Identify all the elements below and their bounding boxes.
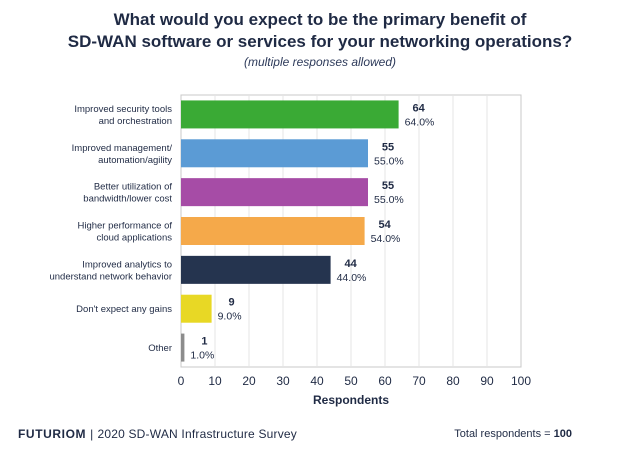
category-label: cloud applications — [96, 233, 172, 244]
futuriom-logo: FUTURIOM — [18, 427, 87, 441]
percent-label: 9.0% — [218, 311, 242, 323]
percent-label: 64.0% — [405, 116, 435, 128]
value-label: 9 — [229, 297, 235, 309]
x-tick-label: 90 — [480, 374, 494, 388]
value-label: 54 — [378, 219, 391, 231]
bar — [181, 294, 212, 323]
category-label: Higher performance of — [77, 221, 172, 232]
chart-title-line-2: SD-WAN software or services for your net… — [67, 32, 573, 51]
bar — [181, 139, 368, 168]
bar — [181, 217, 365, 245]
category-label: Other — [148, 343, 172, 354]
value-label: 1 — [201, 336, 207, 348]
value-label: 55 — [382, 141, 394, 153]
x-axis-label: Respondents — [313, 393, 389, 407]
x-tick-label: 10 — [208, 374, 222, 388]
category-label: and orchestration — [99, 116, 172, 127]
total-respondents: Total respondents = 100 — [454, 428, 572, 440]
total-respondents-label: Total respondents = — [454, 428, 554, 440]
percent-label: 44.0% — [337, 272, 367, 284]
bar — [181, 333, 185, 362]
x-tick-label: 100 — [511, 374, 531, 388]
percent-label: 55.0% — [374, 155, 404, 167]
chart-subtitle: (multiple responses allowed) — [243, 55, 397, 69]
x-tick-label: 80 — [446, 374, 460, 388]
x-tick-label: 60 — [378, 374, 392, 388]
percent-label: 55.0% — [374, 194, 404, 206]
chart-title-line-1: What would you expect to be the primary … — [113, 10, 527, 29]
x-tick-label: 30 — [276, 374, 290, 388]
value-label: 44 — [344, 258, 357, 270]
percent-label: 1.0% — [190, 350, 214, 362]
survey-name: 2020 SD-WAN Infrastructure Survey — [97, 427, 298, 441]
category-label: automation/agility — [98, 155, 172, 166]
x-tick-label: 50 — [344, 374, 358, 388]
bar — [181, 178, 368, 207]
category-label: Improved security tools — [74, 104, 172, 115]
bar — [181, 255, 331, 284]
bar — [181, 100, 399, 129]
category-label: understand network behavior — [49, 271, 172, 282]
footer-separator: | — [90, 427, 94, 441]
category-label: Improved management/ — [72, 143, 173, 154]
value-label: 64 — [412, 102, 425, 114]
value-label: 55 — [382, 180, 394, 192]
percent-label: 54.0% — [371, 233, 401, 245]
category-label: Don't expect any gains — [76, 304, 172, 315]
category-label: bandwidth/lower cost — [83, 194, 172, 205]
category-label: Improved analytics to — [82, 259, 172, 270]
x-tick-label: 20 — [242, 374, 256, 388]
x-tick-label: 0 — [178, 374, 185, 388]
x-tick-label: 40 — [310, 374, 324, 388]
footer-brand: FUTURIOM | 2020 SD-WAN Infrastructure Surv… — [18, 427, 297, 441]
category-label: Better utilization of — [94, 182, 173, 193]
total-respondents-value: 100 — [553, 428, 572, 440]
x-tick-label: 70 — [412, 374, 426, 388]
